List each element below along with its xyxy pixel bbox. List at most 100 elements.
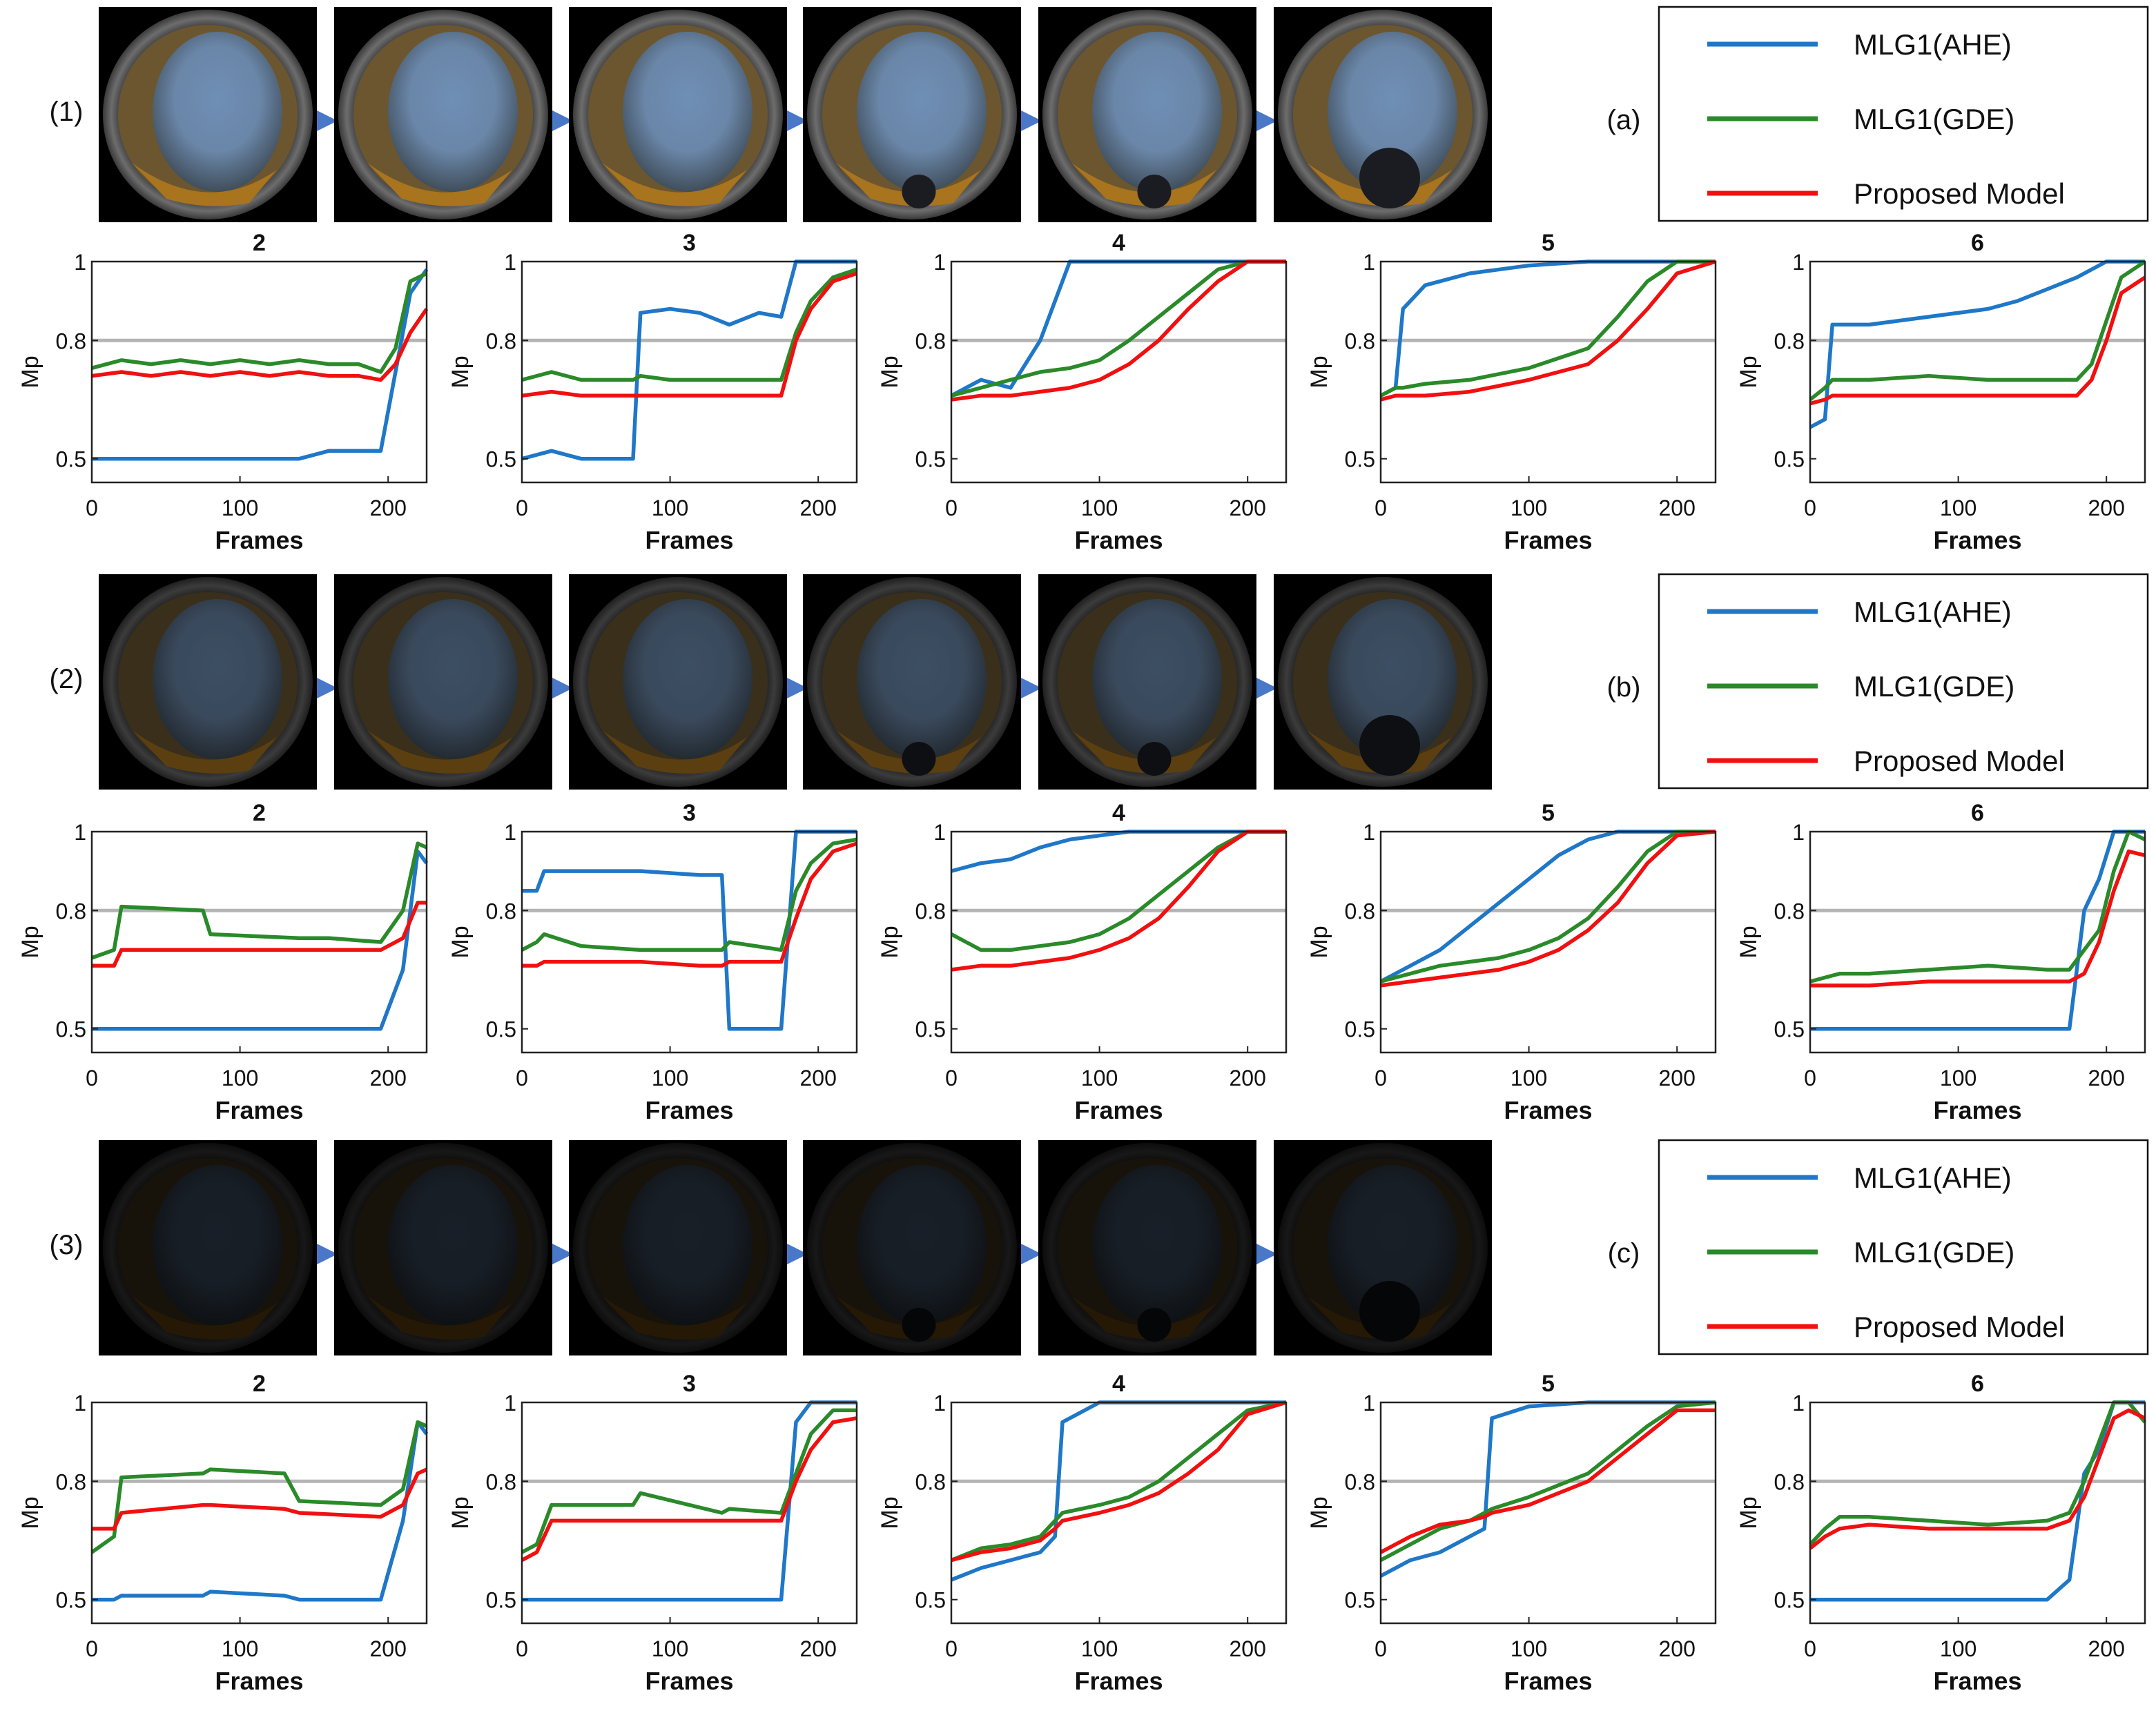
series-line (521, 267, 857, 382)
x-tick-label: 200 (800, 1636, 837, 1661)
subplot-title: 6 (1971, 1371, 1984, 1397)
y-tick-label: 0.5 (1345, 447, 1375, 472)
line-chart: 4 0 100 200 0.5 0.8 1 Frames Mp (877, 800, 1288, 1124)
y-tick-label: 0.5 (1774, 1017, 1805, 1042)
y-tick-label: 0.5 (486, 1017, 516, 1042)
fisheye-frame-thumbnail (99, 7, 317, 222)
x-tick-label: 0 (945, 1066, 958, 1090)
x-tick-label: 0 (945, 1636, 958, 1661)
plot-frame (90, 1401, 428, 1625)
legend-entry: Proposed Model (1854, 745, 2065, 777)
y-tick-label: 0.5 (486, 1588, 516, 1613)
x-tick-label: 200 (2088, 496, 2125, 520)
series-line (950, 1400, 1287, 1563)
y-tick-label: 0.8 (915, 1469, 946, 1494)
series-line (521, 271, 857, 398)
y-tick-label: 0.5 (1345, 1017, 1375, 1042)
plot-frame (1809, 1401, 2146, 1625)
series-line (1810, 1400, 2145, 1602)
y-axis-label: Mp (1736, 355, 1762, 388)
y-axis-label: Mp (1306, 926, 1332, 958)
legend: MLG1(AHE) MLG1(GDE) Proposed Model (1658, 573, 2149, 790)
series-line (1810, 830, 2145, 1031)
series-line (1380, 830, 1716, 988)
subplot-title: 3 (683, 230, 696, 256)
x-tick-label: 200 (1659, 1066, 1696, 1090)
x-tick-label: 0 (86, 1066, 98, 1090)
fisheye-frame-thumbnail (334, 574, 552, 790)
row-group-2: (2) (b)MLG1(AHE)MLG1(GDE)Proposed Model20… (17, 573, 2149, 1124)
x-tick-label: 0 (516, 1636, 528, 1661)
fisheye-frame-thumbnail (1038, 1140, 1256, 1355)
y-tick-label: 0.8 (486, 1469, 516, 1494)
plot-frame (1379, 260, 1717, 484)
subplot-title: 2 (253, 1371, 266, 1397)
subplot-title: 6 (1971, 230, 1984, 256)
y-axis-label: Mp (17, 355, 43, 388)
line-chart: 3 0 100 200 0.5 0.8 1 Frames Mp (447, 800, 858, 1124)
y-tick-label: 0.5 (56, 1017, 86, 1042)
y-axis-label: Mp (877, 1496, 903, 1529)
plot-frame (950, 260, 1288, 484)
x-tick-label: 200 (370, 1636, 407, 1661)
series-line (522, 830, 857, 1031)
line-chart: 4 0 100 200 0.5 0.8 1 Frames Mp (877, 230, 1288, 554)
subplot-title: 4 (1112, 800, 1125, 826)
y-axis-label: Mp (17, 926, 43, 958)
subplot-title: 4 (1112, 1371, 1125, 1397)
legend-entry: MLG1(GDE) (1854, 1236, 2014, 1269)
series-line (92, 268, 429, 461)
fisheye-frame-thumbnail (803, 7, 1021, 222)
y-tick-label: 0.8 (1345, 899, 1375, 923)
series-line (1379, 260, 1716, 398)
row-label: (1) (50, 97, 84, 127)
x-tick-label: 100 (1511, 1066, 1547, 1090)
y-tick-label: 1 (74, 820, 86, 845)
series-line (951, 260, 1286, 398)
x-axis-label: Frames (215, 1667, 303, 1695)
fisheye-frame-thumbnail (99, 1140, 317, 1355)
y-tick-label: 1 (933, 820, 946, 845)
line-chart: 5 0 100 200 0.5 0.8 1 Frames Mp (1306, 800, 1717, 1124)
y-tick-label: 1 (1792, 820, 1805, 845)
row-group-3: (3) (c)MLG1(AHE)MLG1(GDE)Proposed Model20… (17, 1139, 2149, 1695)
line-chart: 2 0 100 200 0.5 0.8 1 Frames Mp (17, 1371, 429, 1695)
y-tick-label: 0.8 (56, 1469, 86, 1494)
subplot-title: 6 (1971, 800, 1984, 826)
x-tick-label: 100 (222, 496, 258, 520)
legend: MLG1(AHE) MLG1(GDE) Proposed Model (1658, 1139, 2149, 1355)
series-line (1380, 830, 1716, 983)
x-axis-label: Frames (645, 526, 733, 554)
fisheye-frame-thumbnail (1038, 574, 1256, 790)
series-line (1809, 260, 2146, 402)
x-tick-label: 0 (516, 496, 528, 520)
series-line (521, 1416, 857, 1563)
subplot-title: 3 (683, 1371, 696, 1397)
fisheye-frame-thumbnail (99, 574, 317, 790)
fisheye-frame-thumbnail (334, 7, 552, 222)
panel-label: (c) (1608, 1238, 1640, 1269)
x-tick-label: 0 (945, 496, 958, 520)
x-axis-label: Frames (1933, 1667, 2021, 1695)
y-tick-label: 1 (504, 250, 516, 275)
x-tick-label: 200 (370, 1066, 407, 1090)
y-axis-label: Mp (1306, 355, 1332, 388)
y-axis-label: Mp (447, 355, 474, 388)
x-axis-label: Frames (1504, 1667, 1592, 1695)
y-tick-label: 0.5 (1774, 1588, 1805, 1613)
x-tick-label: 100 (1511, 496, 1547, 520)
y-tick-label: 0.5 (915, 1588, 946, 1613)
y-tick-label: 1 (1363, 820, 1375, 845)
y-tick-label: 1 (504, 820, 516, 845)
plot-frame (521, 830, 858, 1054)
x-axis-label: Frames (1074, 526, 1163, 554)
series-line (92, 1420, 429, 1602)
y-tick-label: 1 (1792, 1391, 1805, 1416)
plot-frame (1379, 830, 1717, 1054)
fisheye-frame-thumbnail (569, 7, 787, 222)
y-axis-label: Mp (877, 355, 903, 388)
y-tick-label: 0.8 (1774, 329, 1805, 353)
series-line (1379, 1400, 1716, 1563)
line-chart: 6 0 100 200 0.5 0.8 1 Frames Mp (1736, 230, 2146, 554)
x-tick-label: 100 (222, 1636, 258, 1661)
